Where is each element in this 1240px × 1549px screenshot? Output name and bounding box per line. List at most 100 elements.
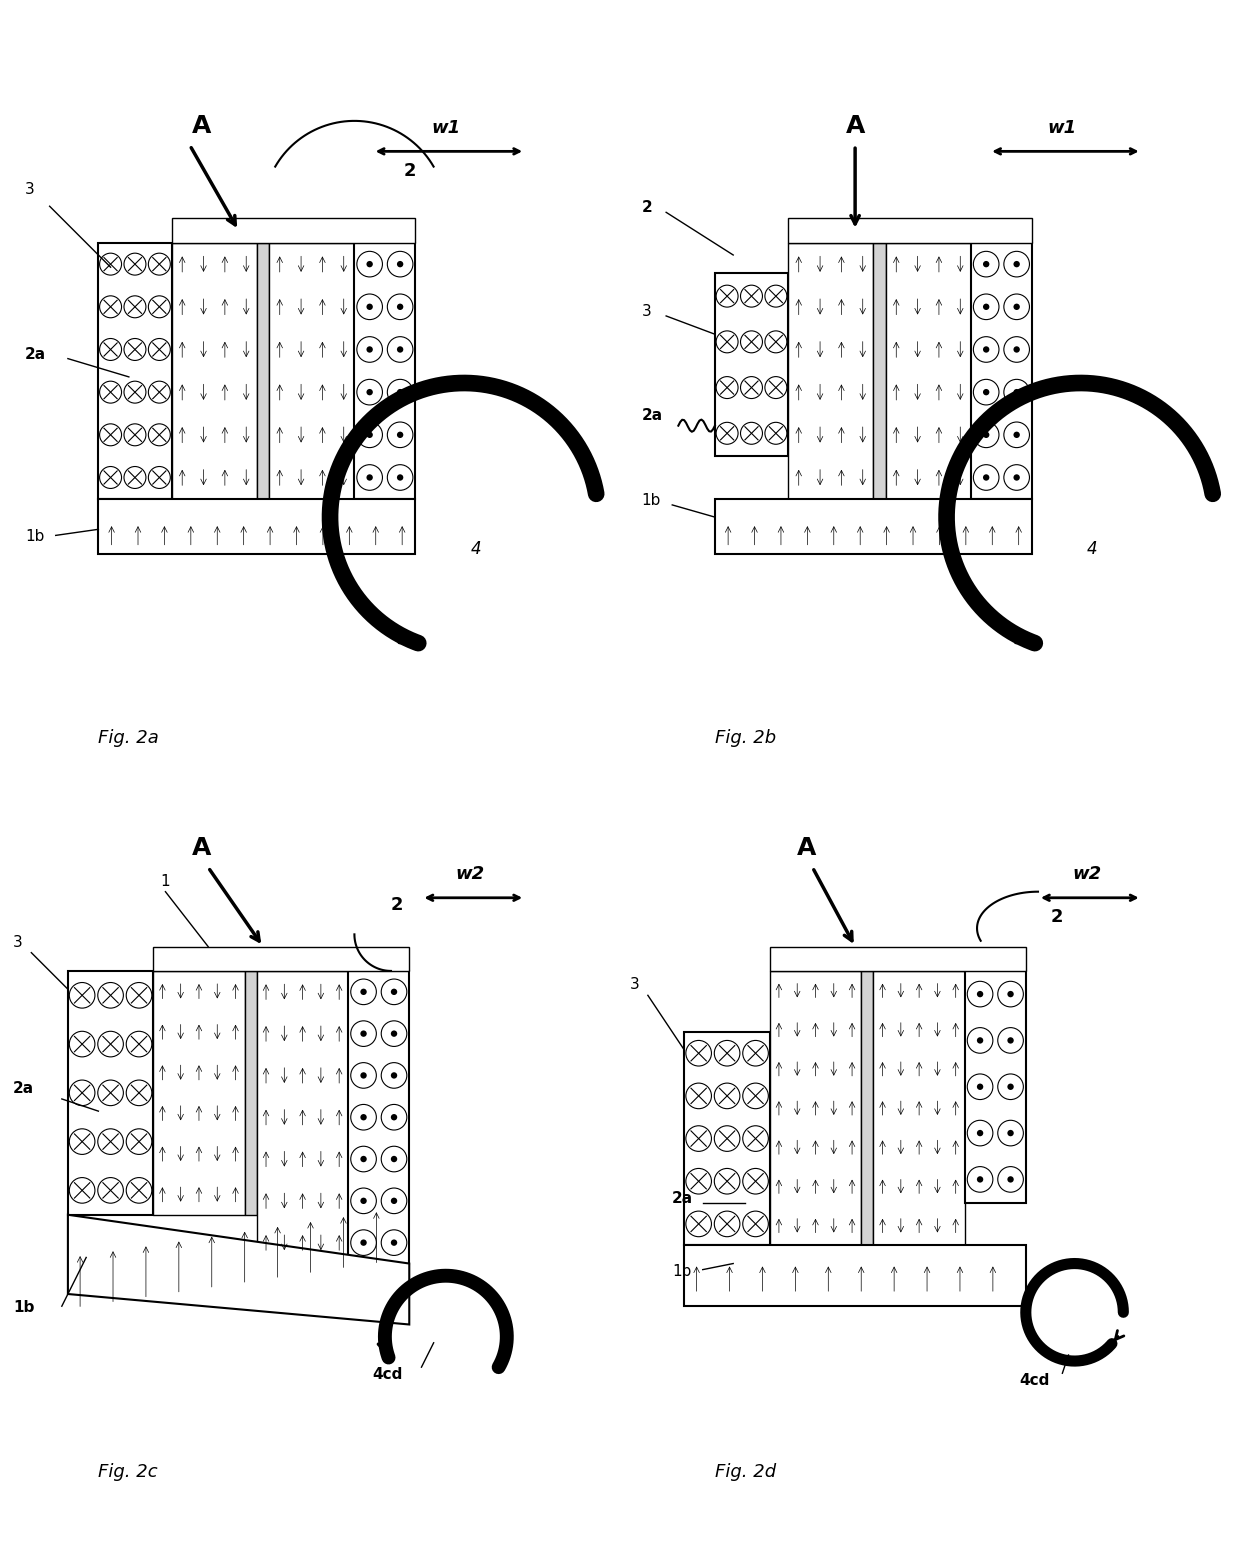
Circle shape — [361, 988, 367, 994]
Bar — [348, 971, 409, 1264]
Circle shape — [361, 1030, 367, 1036]
Text: 2a: 2a — [642, 407, 663, 423]
Circle shape — [367, 260, 373, 268]
Bar — [68, 971, 154, 1214]
Circle shape — [367, 474, 373, 480]
Circle shape — [1007, 1038, 1014, 1044]
Text: 4: 4 — [470, 539, 481, 558]
Bar — [154, 946, 409, 971]
Circle shape — [361, 1239, 367, 1245]
Text: Fig. 2c: Fig. 2c — [98, 1462, 157, 1481]
Circle shape — [977, 1176, 983, 1182]
Circle shape — [983, 432, 990, 438]
Circle shape — [1007, 1129, 1014, 1137]
Circle shape — [391, 1114, 397, 1120]
Circle shape — [391, 1156, 397, 1162]
Text: 2a: 2a — [14, 1081, 35, 1095]
Text: Fig. 2a: Fig. 2a — [98, 728, 159, 747]
Text: 2a: 2a — [672, 1191, 693, 1205]
Text: 2a: 2a — [25, 347, 46, 361]
Circle shape — [977, 991, 983, 998]
Polygon shape — [684, 1245, 1025, 1306]
Circle shape — [391, 988, 397, 994]
Bar — [257, 243, 269, 499]
Bar — [873, 243, 885, 499]
Bar — [971, 243, 1032, 499]
Text: 3: 3 — [14, 934, 22, 950]
Text: 2: 2 — [1050, 908, 1063, 926]
Circle shape — [983, 304, 990, 310]
Text: A: A — [846, 115, 864, 138]
Circle shape — [983, 260, 990, 268]
Circle shape — [397, 304, 403, 310]
Text: 1b: 1b — [672, 1264, 692, 1279]
Circle shape — [367, 389, 373, 395]
Circle shape — [367, 304, 373, 310]
Bar — [715, 273, 789, 455]
Bar — [244, 971, 257, 1214]
Circle shape — [1013, 347, 1019, 353]
Bar — [684, 1032, 770, 1245]
Circle shape — [983, 474, 990, 480]
Circle shape — [1013, 432, 1019, 438]
Circle shape — [977, 1038, 983, 1044]
Bar — [355, 243, 415, 499]
Circle shape — [361, 1114, 367, 1120]
Text: 4: 4 — [1086, 539, 1097, 558]
Circle shape — [391, 1239, 397, 1245]
Bar — [98, 243, 171, 499]
Circle shape — [397, 260, 403, 268]
Text: 4cd: 4cd — [373, 1368, 403, 1382]
Circle shape — [391, 1030, 397, 1036]
Circle shape — [1007, 991, 1014, 998]
Bar — [171, 218, 415, 243]
Text: 1b: 1b — [642, 493, 661, 508]
Circle shape — [397, 474, 403, 480]
Bar — [154, 971, 244, 1214]
Circle shape — [391, 1072, 397, 1078]
Text: 1b: 1b — [25, 530, 45, 545]
Circle shape — [1007, 1176, 1014, 1182]
Circle shape — [361, 1072, 367, 1078]
Text: w2: w2 — [1073, 866, 1101, 883]
Circle shape — [397, 389, 403, 395]
Polygon shape — [68, 1214, 409, 1324]
Bar — [715, 499, 1032, 553]
Text: A: A — [796, 836, 816, 860]
Bar — [789, 243, 873, 499]
Circle shape — [367, 347, 373, 353]
Bar — [770, 946, 1025, 971]
Text: w2: w2 — [455, 866, 485, 883]
Circle shape — [361, 1156, 367, 1162]
Text: 1b: 1b — [14, 1300, 35, 1315]
Bar — [965, 971, 1025, 1202]
Bar — [98, 499, 415, 553]
Text: 2: 2 — [403, 161, 415, 180]
Bar — [885, 243, 971, 499]
Bar — [789, 218, 1032, 243]
Text: 3: 3 — [630, 977, 640, 993]
Circle shape — [367, 432, 373, 438]
Text: 3: 3 — [25, 183, 35, 197]
Circle shape — [361, 1197, 367, 1204]
Text: w1: w1 — [1048, 119, 1076, 136]
Bar — [873, 971, 965, 1245]
Circle shape — [1007, 1084, 1014, 1090]
Circle shape — [1013, 474, 1019, 480]
Circle shape — [1013, 260, 1019, 268]
Bar — [770, 971, 862, 1245]
Circle shape — [1013, 304, 1019, 310]
Circle shape — [391, 1197, 397, 1204]
Text: A: A — [192, 836, 212, 860]
Circle shape — [983, 389, 990, 395]
Circle shape — [977, 1129, 983, 1137]
Text: 3: 3 — [642, 304, 651, 319]
Circle shape — [397, 347, 403, 353]
Bar — [257, 971, 348, 1264]
Bar — [269, 243, 355, 499]
Bar — [862, 971, 873, 1245]
Text: 2: 2 — [391, 895, 403, 914]
Text: 2: 2 — [642, 200, 652, 215]
Circle shape — [397, 432, 403, 438]
Circle shape — [1013, 389, 1019, 395]
